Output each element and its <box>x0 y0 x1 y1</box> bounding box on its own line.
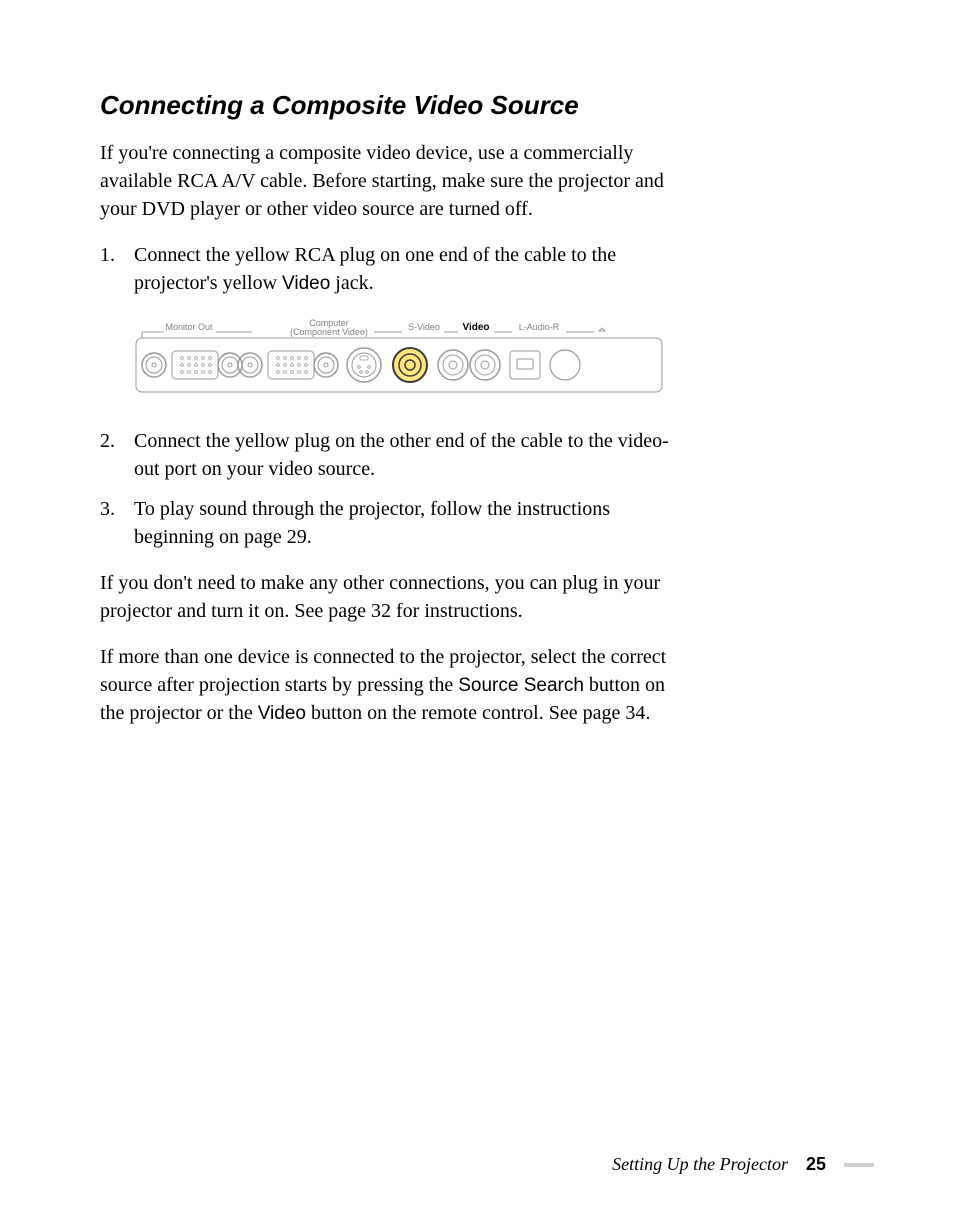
step-1: 1. Connect the yellow RCA plug on one en… <box>100 241 690 298</box>
steps-list: 1. Connect the yellow RCA plug on one en… <box>100 241 854 298</box>
svg-text:Monitor Out: Monitor Out <box>165 322 213 332</box>
paragraph-3: If more than one device is connected to … <box>100 643 690 728</box>
paragraph-2: If you don't need to make any other conn… <box>100 569 690 625</box>
video-label: Video <box>282 273 330 294</box>
footer-page-number: 25 <box>806 1154 826 1175</box>
footer-bar <box>844 1163 874 1167</box>
page-footer: Setting Up the Projector 25 <box>612 1154 874 1175</box>
step-number: 2. <box>100 427 134 483</box>
step1-text-a: Connect the yellow RCA plug on one end o… <box>134 244 616 294</box>
intro-paragraph: If you're connecting a composite video d… <box>100 139 690 223</box>
source-search-label: Source Search <box>458 675 584 696</box>
video-label: Video <box>258 703 306 724</box>
svg-text:L-Audio-R: L-Audio-R <box>519 322 560 332</box>
footer-section-title: Setting Up the Projector <box>612 1154 788 1175</box>
steps-list-cont: 2. Connect the yellow plug on the other … <box>100 427 854 551</box>
step-content: Connect the yellow RCA plug on one end o… <box>134 241 690 298</box>
step-3: 3. To play sound through the projector, … <box>100 495 690 551</box>
step-number: 1. <box>100 241 134 298</box>
para3-c: button on the remote control. See page 3… <box>306 702 650 724</box>
step-content: Connect the yellow plug on the other end… <box>134 427 690 483</box>
connector-diagram: Monitor OutComputer(Component Video)S-Vi… <box>134 316 854 403</box>
svg-text:S-Video: S-Video <box>408 322 440 332</box>
svg-text:(Component Video): (Component Video) <box>290 327 368 337</box>
step-number: 3. <box>100 495 134 551</box>
step1-text-b: jack. <box>330 272 373 294</box>
step-content: To play sound through the projector, fol… <box>134 495 690 551</box>
section-heading: Connecting a Composite Video Source <box>100 90 854 121</box>
svg-text:Video: Video <box>462 322 489 333</box>
step-2: 2. Connect the yellow plug on the other … <box>100 427 690 483</box>
